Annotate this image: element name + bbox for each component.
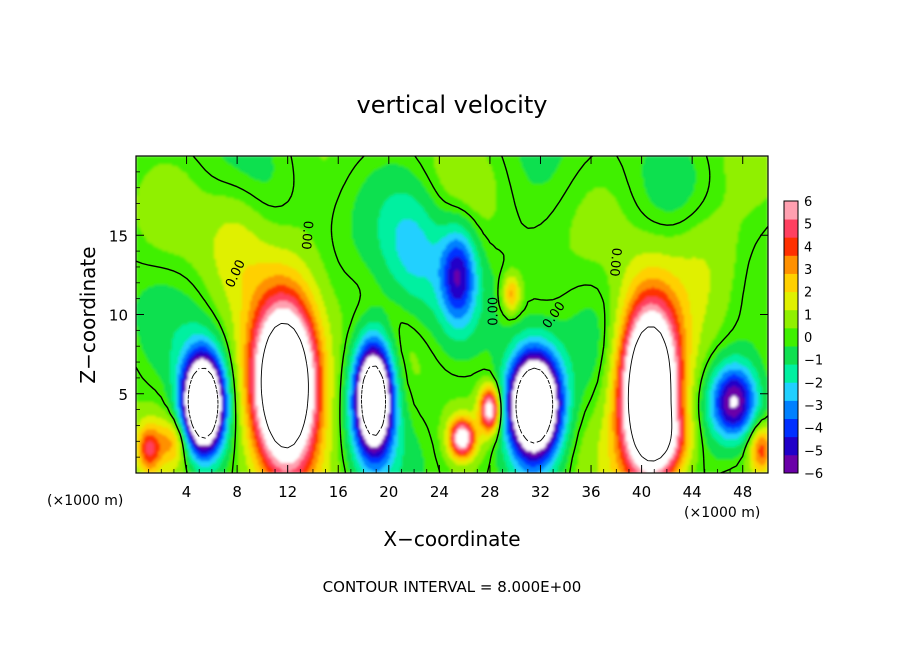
- colorbar-swatch: [784, 436, 798, 456]
- contour-label: 0.00: [606, 247, 623, 277]
- velocity-field: [136, 156, 768, 473]
- colorbar-tick-label: −1: [804, 354, 823, 369]
- colorbar-tick-label: 0: [804, 331, 812, 346]
- colorbar-swatch: [784, 400, 798, 419]
- colorbar-tick-label: 2: [804, 286, 812, 301]
- x-tick-label: 24: [430, 483, 449, 501]
- y-tick-label: 15: [109, 227, 128, 245]
- colorbar-swatch: [784, 237, 798, 256]
- colorbar-swatch: [784, 273, 798, 293]
- colorbar-swatch: [784, 346, 798, 365]
- contour-label: 0.00: [298, 220, 315, 250]
- x-tick-label: 20: [379, 483, 398, 501]
- contour-interval-note: CONTOUR INTERVAL = 8.000E+00: [323, 578, 582, 596]
- colorbar-tick-label: −3: [804, 399, 823, 414]
- contour-label: 0.00: [486, 297, 501, 326]
- x-tick-label: 48: [733, 483, 752, 501]
- plot-area: 0.000.000.00 0.000.00: [136, 156, 768, 473]
- colorbar: 6 5 4 3 2 1 0 −1 −2 −3 −4 −5 −6: [783, 195, 823, 482]
- contour-lines: [136, 156, 768, 473]
- y-tick-label: 5: [118, 386, 128, 404]
- colorbar-swatch: [784, 219, 798, 238]
- y-axis: 5 10 15: [109, 171, 768, 458]
- colorbar-frame: [783, 200, 799, 474]
- colorbar-swatch: [784, 454, 798, 474]
- colorbar-swatch: [784, 291, 798, 311]
- x-axis-label: X−coordinate: [383, 527, 520, 551]
- x-tick-label: 40: [632, 483, 651, 501]
- colorbar-tick-label: 3: [804, 263, 812, 278]
- contour-line: [260, 322, 673, 462]
- x-unit-left: (×1000 m): [47, 493, 123, 509]
- y-tick-label: 10: [109, 307, 128, 325]
- colorbar-tick-label: 6: [804, 195, 812, 210]
- chart-title: vertical velocity: [357, 91, 548, 119]
- x-tick-label: 12: [278, 483, 297, 501]
- colorbar-tick-label: −4: [804, 422, 823, 437]
- colorbar-swatch: [784, 327, 798, 347]
- x-unit-right: (×1000 m): [684, 505, 760, 521]
- colorbar-swatch: [784, 418, 798, 438]
- colorbar-swatch: [784, 382, 798, 401]
- colorbar-tick-label: −2: [804, 376, 823, 391]
- y-axis-label: Z−coordinate: [76, 246, 100, 383]
- x-axis: 4 8 12 16 20 24 28 32 36 40 44 48: [148, 156, 756, 501]
- contour-line: [187, 365, 554, 444]
- x-tick-label: 8: [232, 483, 242, 501]
- x-tick-label: 36: [581, 483, 600, 501]
- colorbar-swatch: [784, 201, 798, 220]
- x-tick-label: 44: [683, 483, 702, 501]
- x-tick-label: 4: [182, 483, 192, 501]
- colorbar-tick-label: −6: [804, 467, 823, 482]
- x-tick-label: 16: [329, 483, 348, 501]
- x-tick-label: 28: [480, 483, 499, 501]
- colorbar-swatch: [784, 309, 798, 329]
- colorbar-swatch: [784, 255, 798, 274]
- colorbar-tick-label: 1: [804, 308, 812, 323]
- colorbar-swatch: [784, 364, 798, 383]
- colorbar-tick-label: −5: [804, 444, 823, 459]
- colorbar-tick-label: 5: [804, 218, 812, 233]
- colorbar-tick-label: 4: [804, 240, 812, 255]
- x-tick-label: 32: [531, 483, 550, 501]
